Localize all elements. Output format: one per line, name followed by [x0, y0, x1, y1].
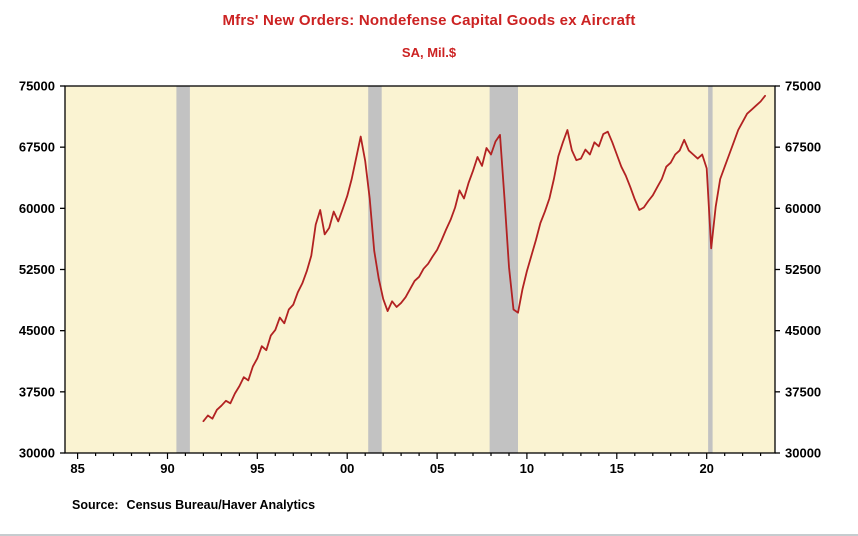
source-label: Source: — [72, 498, 119, 512]
chart-title: Mfrs' New Orders: Nondefense Capital Goo… — [222, 12, 636, 29]
y-tick-label-right: 37500 — [785, 384, 821, 399]
recession-band — [489, 86, 518, 453]
y-tick-label-left: 60000 — [19, 201, 55, 216]
x-tick-label: 15 — [610, 461, 624, 476]
y-tick-label-right: 75000 — [785, 79, 821, 94]
x-tick-label: 10 — [520, 461, 534, 476]
series-line — [202, 94, 766, 423]
y-tick-label-right: 60000 — [785, 201, 821, 216]
chart-subtitle: SA, Mil.$ — [401, 45, 457, 60]
y-tick-label-right: 67500 — [785, 140, 821, 155]
plot-background — [65, 86, 775, 453]
recession-band — [176, 86, 190, 453]
x-tick-label: 05 — [430, 461, 444, 476]
y-tick-label-left: 52500 — [19, 262, 55, 277]
x-tick-label: 85 — [70, 461, 84, 476]
y-tick-label-right: 52500 — [785, 262, 821, 277]
chart-canvas: 30000 30000 37500 37500 45000 45000 52500 52500… — [19, 79, 821, 477]
x-tick-label: 00 — [340, 461, 354, 476]
source-text: Census Bureau/Haver Analytics — [126, 498, 316, 512]
source-note: Source: Census Bureau/Haver Analytics — [0, 498, 858, 512]
x-tick-label: 90 — [160, 461, 174, 476]
y-tick-label-right: 45000 — [785, 323, 821, 338]
x-tick-label: 95 — [250, 461, 264, 476]
recession-band — [708, 86, 713, 453]
y-tick-label-left: 37500 — [19, 384, 55, 399]
y-tick-label-left: 75000 — [19, 79, 55, 94]
y-tick-label-left: 67500 — [19, 140, 55, 155]
recession-band — [368, 86, 382, 453]
y-tick-label-left: 45000 — [19, 323, 55, 338]
y-tick-label-right: 30000 — [785, 446, 821, 461]
x-tick-label: 20 — [699, 461, 713, 476]
y-tick-label-left: 30000 — [19, 446, 55, 461]
